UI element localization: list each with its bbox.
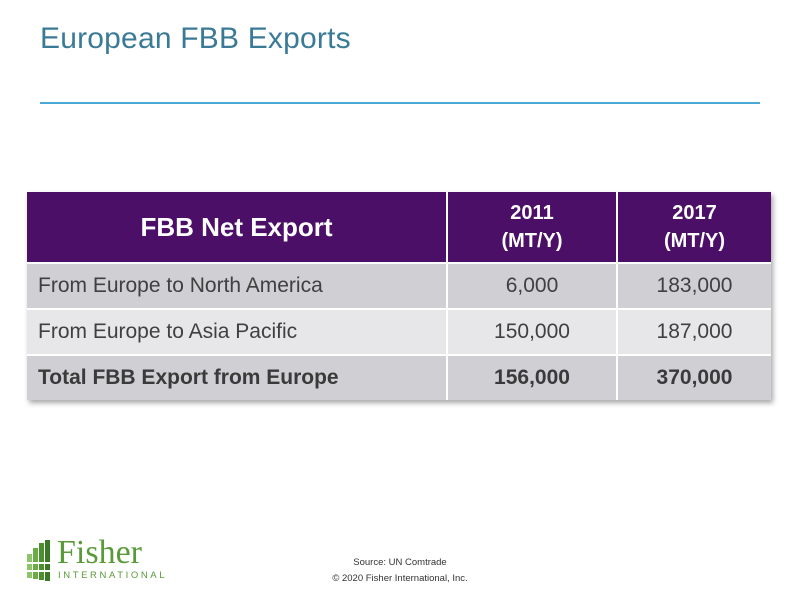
table-total-row: Total FBB Export from Europe 156,000 370… (27, 354, 771, 400)
header-2011: 2011 (MT/Y) (447, 192, 618, 263)
logo-bars-icon (27, 540, 50, 581)
logo-wordmark: Fisher (57, 534, 142, 571)
total-value-2017: 370,000 (617, 354, 771, 400)
table-header-row: FBB Net Export 2011 (MT/Y) 2017 (MT/Y) (27, 192, 771, 263)
logo-subtitle: INTERNATIONAL (58, 570, 168, 581)
row-value-2017: 183,000 (617, 262, 771, 309)
row-value-2011: 6,000 (447, 262, 618, 309)
title-divider (40, 102, 760, 104)
row-value-2017: 187,000 (617, 308, 771, 355)
source-note: Source: UN Comtrade (353, 557, 447, 568)
fisher-logo: Fisher INTERNATIONAL (27, 534, 165, 585)
copyright-note: © 2020 Fisher International, Inc. (332, 573, 468, 584)
header-2011-unit: (MT/Y) (501, 230, 563, 252)
table-row: From Europe to North America 6,000 183,0… (27, 262, 771, 309)
row-label: From Europe to Asia Pacific (27, 308, 448, 355)
header-2017-unit: (MT/Y) (663, 230, 726, 252)
total-label: Total FBB Export from Europe (27, 354, 448, 400)
export-table: FBB Net Export 2011 (MT/Y) 2017 (MT/Y) F… (27, 192, 771, 400)
total-value-2011: 156,000 (447, 354, 618, 400)
row-label: From Europe to North America (27, 262, 448, 309)
row-value-2011: 150,000 (447, 308, 618, 355)
header-2017: 2017 (MT/Y) (617, 192, 771, 263)
header-2017-year: 2017 (672, 202, 717, 224)
table-row: From Europe to Asia Pacific 150,000 187,… (27, 308, 771, 355)
header-label: FBB Net Export (27, 192, 448, 263)
slide-title: European FBB Exports (40, 22, 351, 55)
header-2011-year: 2011 (510, 202, 554, 224)
